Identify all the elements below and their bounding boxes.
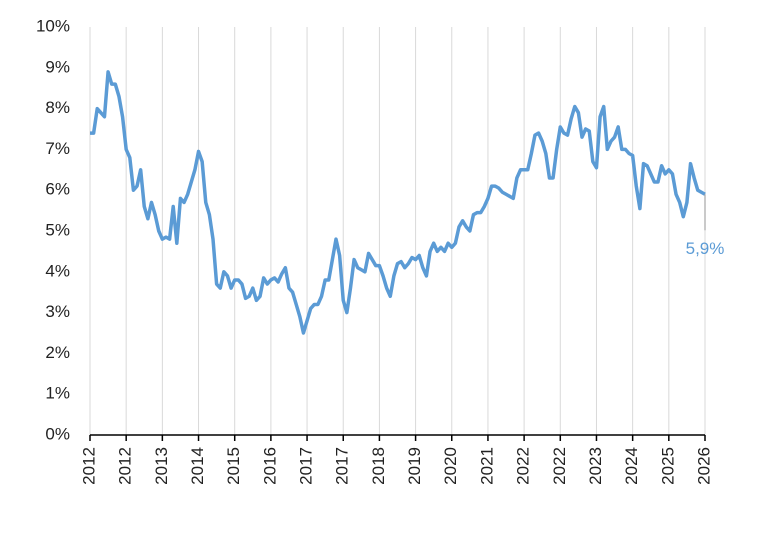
y-tick-label: 1% [45,384,70,403]
x-tick-label: 2020 [441,447,460,485]
y-tick-label: 3% [45,302,70,321]
x-tick-label: 2021 [477,447,496,485]
x-tick-label: 2013 [152,447,171,485]
x-tick-label: 2018 [369,447,388,485]
x-tick-label: 2019 [405,447,424,485]
x-tick-label: 2015 [224,447,243,485]
line [90,70,706,335]
y-tick-label: 6% [45,180,70,199]
y-tick-label: 9% [45,57,70,76]
x-tick-label: 2017 [333,447,352,485]
x-tick-label: 2012 [79,447,98,485]
x-tick-label: 2017 [297,447,316,485]
x-tick-label: 2012 [116,447,135,485]
y-tick-label: 8% [45,98,70,117]
x-tick-label: 2022 [514,447,533,485]
x-tick-label: 2023 [586,447,605,485]
y-tick-label: 0% [45,424,70,443]
x-tick-label: 2026 [694,447,713,485]
x-tick-label: 2022 [550,447,569,485]
x-tick-label: 2016 [260,447,279,485]
x-tick-label: 2025 [658,447,677,485]
x-tick-label: 2014 [188,447,207,485]
y-tick-label: 7% [45,139,70,158]
y-tick-label: 10% [36,16,70,35]
data-label: 5,9% [686,239,725,258]
y-tick-label: 2% [45,343,70,362]
y-tick-label: 5% [45,220,70,239]
y-tick-label: 4% [45,261,70,280]
x-tick-label: 2024 [622,447,641,485]
